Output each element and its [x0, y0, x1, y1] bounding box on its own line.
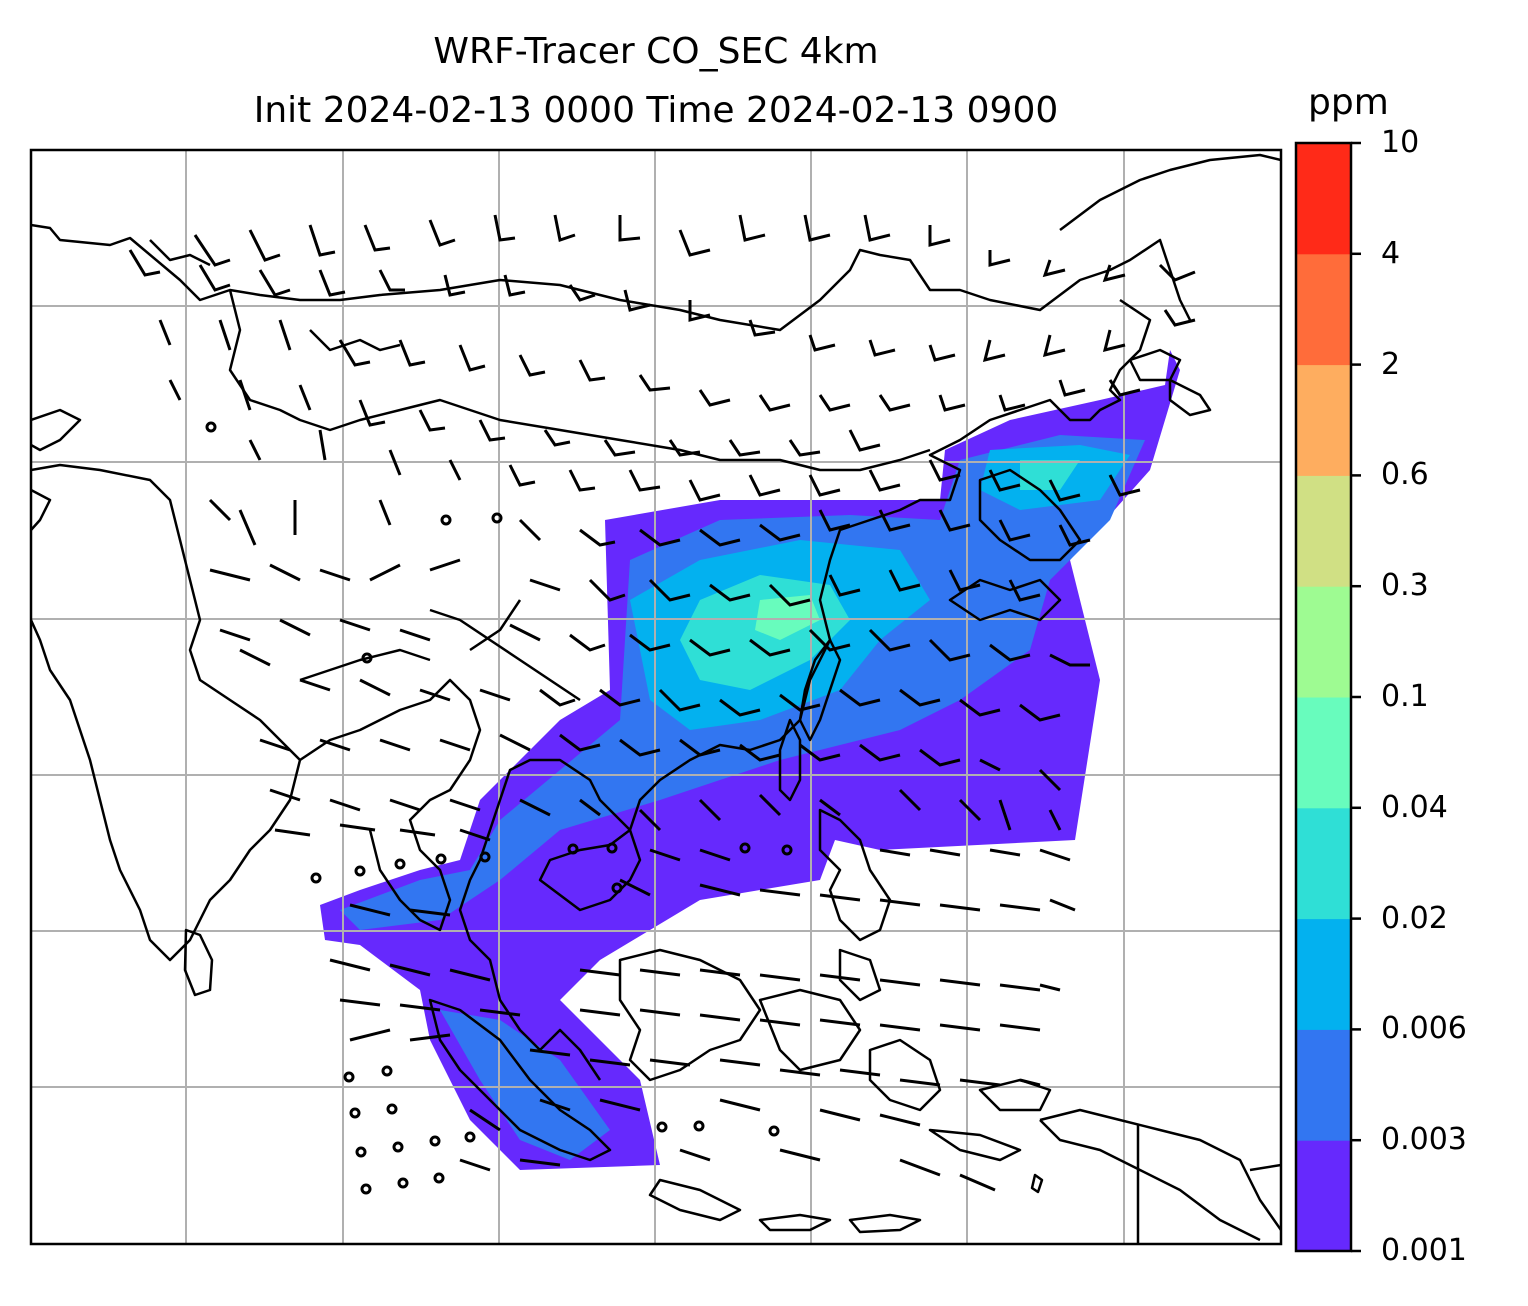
- colorbar-tick-label: 0.001: [1381, 1233, 1467, 1268]
- map-frame: [29, 148, 1283, 1246]
- colorbar-tick-label: 0.3: [1381, 568, 1429, 604]
- colorbar-tick-label: 0.003: [1381, 1122, 1467, 1158]
- wind-barbs: [128, 214, 1196, 1192]
- colorbar-tick-label: 0.006: [1381, 1011, 1467, 1047]
- map-title-line2: Init 2024-02-13 0000 Time 2024-02-13 090…: [253, 90, 1059, 131]
- colorbar-segment: [1296, 586, 1351, 698]
- colorbar-segment: [1296, 1140, 1351, 1252]
- tracer-plume: [320, 350, 1180, 1170]
- colorbar-segment: [1296, 807, 1351, 920]
- plume-level-2: [340, 435, 1145, 1160]
- colorbar-segment: [1296, 697, 1351, 809]
- colorbar-tick-label: 0.04: [1381, 789, 1448, 825]
- colorbar-segment: [1296, 253, 1351, 366]
- colorbar-unit-label: ppm: [1308, 82, 1389, 123]
- map-title-line1: WRF-Tracer CO_SEC 4km: [433, 31, 879, 72]
- colorbar-ticks: [1351, 141, 1361, 1253]
- colorbar-segment: [1296, 364, 1351, 476]
- colorbar-segment: [1296, 475, 1351, 587]
- colorbar-tick-label: 0.6: [1381, 457, 1429, 493]
- colorbar-tick-label: 10: [1381, 125, 1420, 160]
- calm-wind-markers: [205, 421, 793, 1195]
- colorbar-frame: [1294, 141, 1353, 1253]
- coastlines-borders: [31, 153, 1281, 1244]
- colorbar-tick-label: 0.02: [1381, 900, 1448, 936]
- colorbar-tick-label: 2: [1381, 346, 1401, 382]
- colorbar-segment: [1296, 1029, 1351, 1141]
- colorbar-segment: [1296, 143, 1351, 255]
- plume-level-5: [755, 595, 820, 640]
- colorbar-tick-label: 0.1: [1381, 679, 1429, 714]
- colorbar-segment: [1296, 918, 1351, 1030]
- colorbar-segments: [1296, 143, 1351, 1252]
- colorbar-tick-label: 4: [1381, 235, 1401, 271]
